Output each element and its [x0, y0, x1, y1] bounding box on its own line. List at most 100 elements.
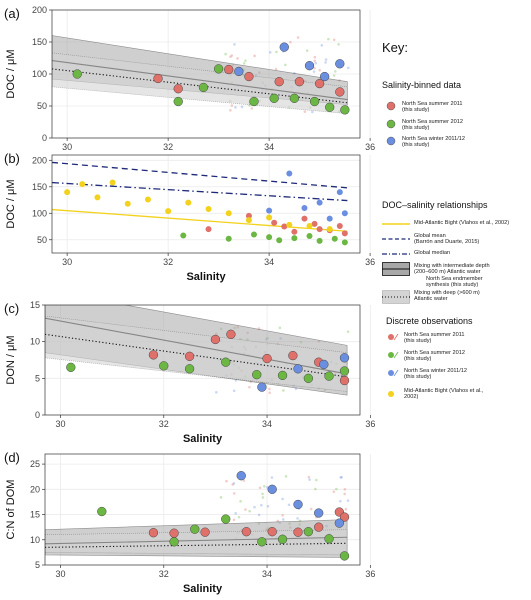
panel-d: 30 32 34 36 5 10 15 20 25 Salinity C:N of DOM (d) [4, 450, 375, 595]
legend-binned-summer2011: North Sea summer 2011 (this study) [402, 101, 463, 114]
panel-a: 30323436050100150200SalinityDOC / μM(a) [4, 5, 375, 168]
data-point [324, 534, 334, 544]
line-dash-dot [52, 181, 348, 202]
faint-point [215, 390, 218, 394]
legend-disc-winter: North Sea winter 2011/12 (this study) [404, 368, 468, 381]
legend-winter-symbol [386, 136, 396, 146]
faint-point [340, 475, 343, 479]
data-point [267, 484, 277, 494]
legend-global-median-line [382, 253, 410, 255]
faint-point [281, 497, 284, 501]
x-tick-label: 32 [163, 257, 173, 267]
faint-point [296, 517, 299, 520]
faint-point [234, 106, 237, 109]
data-point [159, 361, 169, 371]
data-point [184, 351, 195, 361]
faint-point [248, 385, 251, 389]
faint-point [232, 518, 236, 522]
data-point [234, 66, 244, 77]
data-point [144, 196, 151, 203]
x-tick-label: 36 [365, 419, 375, 429]
faint-point [332, 490, 336, 493]
faint-point [232, 482, 236, 485]
faint-point [232, 389, 236, 393]
x-tick-label: 32 [159, 419, 169, 429]
faint-point [261, 496, 265, 499]
discrete-title: Discrete observations [386, 316, 473, 326]
legend-rel-intermediate: Mixing with intermediate depth (200–600 … [414, 263, 490, 276]
faint-point [320, 43, 324, 47]
data-point [185, 199, 192, 206]
faint-point [278, 326, 282, 330]
data-point [213, 64, 224, 74]
faint-point [263, 484, 266, 488]
faint-point [282, 389, 285, 392]
data-point [205, 206, 212, 213]
x-tick-label: 32 [159, 569, 169, 579]
faint-point [313, 55, 317, 59]
legend-global-mean-line [382, 238, 410, 240]
faint-point [332, 74, 336, 77]
faint-point [284, 475, 288, 478]
data-point [335, 59, 345, 69]
data-point [339, 512, 350, 522]
data-point [257, 537, 267, 547]
data-point [319, 359, 329, 370]
faint-point [229, 109, 232, 112]
data-point [326, 215, 333, 222]
data-point [274, 77, 284, 87]
data-point [339, 551, 350, 561]
data-point [169, 528, 179, 538]
mean-line-deep [45, 542, 348, 548]
data-point [303, 373, 314, 383]
faint-point [230, 104, 234, 107]
y-tick-label: 100 [32, 208, 47, 218]
y-tick-label: 20 [30, 484, 40, 494]
x-tick-label: 32 [163, 142, 173, 152]
faint-point [266, 505, 270, 508]
faint-point [314, 61, 317, 65]
faint-point [253, 54, 256, 58]
x-tick-label: 30 [62, 257, 72, 267]
data-point [266, 214, 273, 221]
legend-disc-winter-symbol [388, 369, 399, 377]
data-point [262, 353, 272, 364]
data-point [306, 222, 313, 229]
faint-point [346, 330, 350, 333]
data-point [289, 93, 300, 103]
data-point [314, 78, 325, 89]
faint-point [346, 499, 350, 502]
relationships-title: DOC–salinity relationships [382, 200, 488, 210]
data-point [257, 382, 267, 392]
faint-point [219, 496, 223, 499]
legend-binned-winter: North Sea winter 2011/12 (this study) [402, 136, 466, 149]
legend-disc-summer2012: North Sea summer 2012 (this study) [404, 350, 465, 363]
faint-point [315, 478, 318, 482]
data-point [148, 350, 159, 360]
faint-point [268, 51, 272, 54]
data-point [286, 221, 293, 228]
x-axis-title: Salinity [183, 583, 223, 595]
faint-point [225, 479, 228, 483]
data-point [320, 71, 330, 82]
data-point [173, 84, 183, 94]
data-point [335, 87, 345, 97]
faint-point [337, 43, 340, 46]
faint-point [327, 37, 330, 41]
data-point [198, 82, 209, 93]
faint-point [333, 70, 337, 73]
plot-content [52, 161, 348, 246]
panel-b: 30 32 34 36 50 100 150 200 Salinity DOC / μM (b) [4, 151, 375, 283]
data-point [316, 199, 323, 206]
legend-disc-mab: Mid-Atlantic Bight (Vlahos et al., 2002) [404, 388, 484, 401]
faint-point [314, 487, 317, 491]
faint-point [313, 59, 316, 63]
panel-frame [44, 304, 361, 416]
data-point [293, 364, 303, 374]
plot-content [45, 305, 350, 396]
faint-point [224, 52, 227, 56]
x-tick-label: 36 [365, 569, 375, 579]
faint-point [344, 507, 348, 511]
faint-point [229, 55, 232, 58]
data-point [205, 226, 212, 233]
